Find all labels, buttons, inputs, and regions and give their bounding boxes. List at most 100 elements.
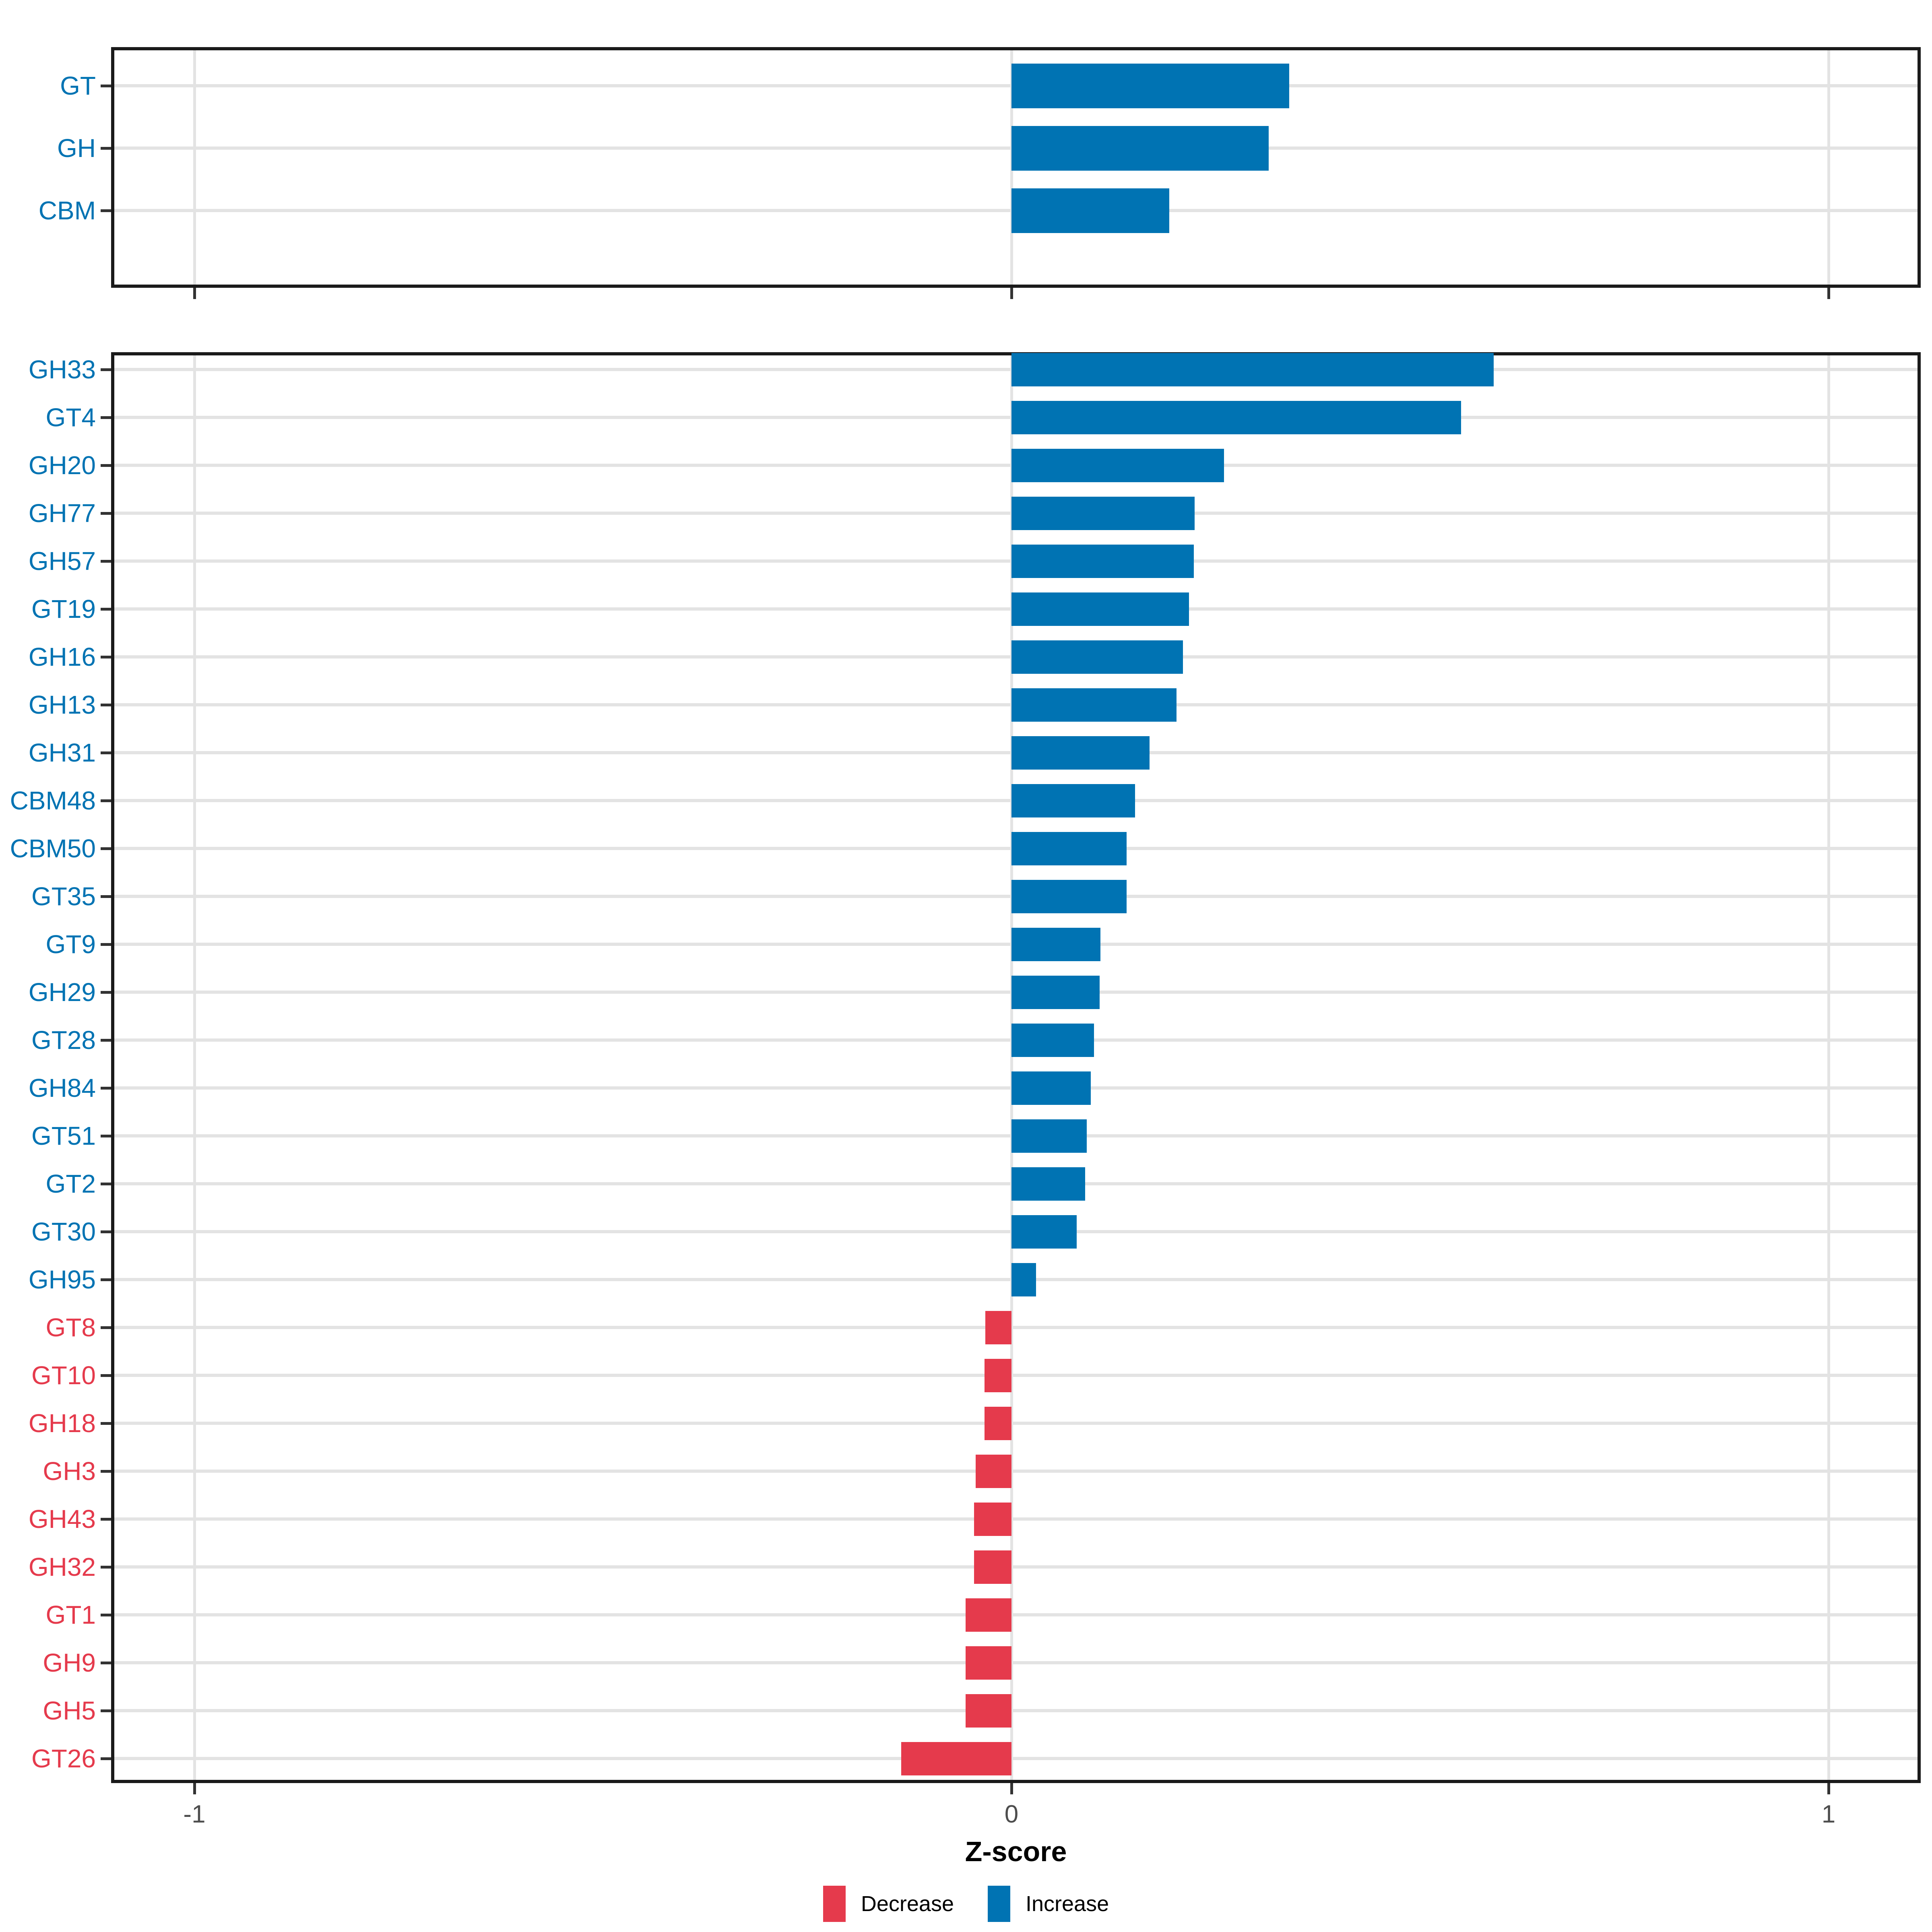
y-label-GT26: GT26 — [31, 1744, 96, 1773]
y-tick-mark — [101, 1183, 111, 1185]
bar-GT — [1011, 63, 1290, 108]
vertical-gridline — [193, 355, 196, 1780]
horizontal-gridline — [114, 1374, 1918, 1377]
y-label-GH18: GH18 — [28, 1409, 96, 1438]
bar-GT35 — [1011, 879, 1127, 913]
horizontal-gridline — [114, 1613, 1918, 1616]
legend-label: Decrease — [861, 1892, 954, 1916]
summary-panel — [111, 47, 1921, 288]
y-tick-mark — [101, 147, 111, 150]
y-label-GT9: GT9 — [45, 930, 96, 959]
y-tick-mark — [101, 1326, 111, 1329]
x-tick-label: 1 — [1821, 1800, 1836, 1828]
y-tick-mark — [101, 1566, 111, 1569]
y-tick-mark — [101, 1470, 111, 1473]
vertical-gridline — [1827, 355, 1830, 1780]
y-label-GH20: GH20 — [28, 451, 96, 480]
y-label-GH57: GH57 — [28, 547, 96, 576]
y-tick-mark — [101, 464, 111, 467]
y-tick-mark — [101, 1614, 111, 1616]
bar-GT30 — [1011, 1215, 1077, 1249]
y-label-GT30: GT30 — [31, 1217, 96, 1246]
horizontal-gridline — [114, 1517, 1918, 1521]
y-label-CBM50: CBM50 — [10, 834, 96, 863]
y-tick-mark — [101, 368, 111, 371]
y-label-GH32: GH32 — [28, 1552, 96, 1581]
y-label-CBM: CBM — [38, 196, 96, 225]
x-tick-mark — [193, 1783, 196, 1794]
bar-GT51 — [1011, 1119, 1087, 1153]
horizontal-gridline — [114, 1661, 1918, 1664]
horizontal-gridline — [114, 1422, 1918, 1425]
y-label-CBM48: CBM48 — [10, 786, 96, 815]
y-label-GT8: GT8 — [45, 1313, 96, 1342]
bar-CBM — [1011, 188, 1169, 233]
y-label-GT10: GT10 — [31, 1361, 96, 1390]
horizontal-gridline — [114, 1757, 1918, 1760]
y-label-GH84: GH84 — [28, 1073, 96, 1102]
legend: Decrease Increase — [0, 1886, 1932, 1922]
y-tick-mark — [101, 608, 111, 611]
bar-GH32 — [974, 1550, 1011, 1584]
y-tick-mark — [101, 1709, 111, 1712]
y-tick-mark — [101, 1230, 111, 1233]
x-tick-label: -1 — [183, 1800, 206, 1828]
families-panel — [111, 352, 1921, 1783]
bar-GT8 — [985, 1311, 1011, 1344]
y-tick-mark — [101, 656, 111, 658]
y-tick-mark — [101, 85, 111, 87]
x-tick-mark — [1827, 1783, 1830, 1794]
x-tick-mark — [193, 288, 196, 299]
y-label-GT19: GT19 — [31, 594, 96, 623]
bar-CBM50 — [1011, 832, 1127, 865]
y-label-GT4: GT4 — [45, 403, 96, 432]
bar-GH33 — [1011, 353, 1494, 386]
bar-CBM48 — [1011, 784, 1135, 817]
bar-GH31 — [1011, 736, 1150, 770]
y-tick-mark — [101, 1757, 111, 1760]
x-tick-mark — [1010, 1783, 1013, 1794]
y-label-GH: GH — [57, 134, 96, 163]
bar-GT1 — [966, 1598, 1011, 1632]
y-tick-mark — [101, 1374, 111, 1377]
legend-item-increase: Increase — [987, 1886, 1109, 1922]
horizontal-gridline — [114, 1709, 1918, 1712]
bar-GH84 — [1011, 1071, 1091, 1105]
bar-GH5 — [966, 1694, 1011, 1728]
bar-GT10 — [985, 1358, 1011, 1392]
bar-GT28 — [1011, 1023, 1094, 1057]
y-tick-mark — [101, 751, 111, 754]
y-tick-mark — [101, 943, 111, 946]
y-tick-mark — [101, 1087, 111, 1090]
y-tick-mark — [101, 1039, 111, 1042]
y-tick-mark — [101, 895, 111, 898]
bar-GH29 — [1011, 975, 1100, 1009]
y-label-GH5: GH5 — [43, 1696, 96, 1725]
x-tick-mark — [1827, 288, 1830, 299]
y-label-GT28: GT28 — [31, 1026, 96, 1055]
y-label-GH33: GH33 — [28, 355, 96, 384]
horizontal-gridline — [114, 1326, 1918, 1329]
legend-swatch-increase — [987, 1886, 1010, 1922]
y-tick-mark — [101, 416, 111, 419]
x-axis-title: Z-score — [965, 1836, 1067, 1867]
bar-GH43 — [974, 1502, 1011, 1536]
bar-GH13 — [1011, 688, 1177, 722]
bar-GH20 — [1011, 448, 1224, 482]
bar-GT4 — [1011, 400, 1461, 434]
y-label-GH13: GH13 — [28, 690, 96, 719]
bar-GT26 — [901, 1742, 1011, 1775]
y-label-GH95: GH95 — [28, 1265, 96, 1294]
bar-GH18 — [985, 1406, 1011, 1440]
vertical-gridline — [193, 50, 196, 285]
y-tick-mark — [101, 1278, 111, 1281]
y-label-GH31: GH31 — [28, 738, 96, 767]
y-tick-mark — [101, 704, 111, 706]
y-label-GH43: GH43 — [28, 1505, 96, 1534]
x-tick-mark — [1010, 288, 1013, 299]
vertical-gridline — [1827, 50, 1830, 285]
legend-swatch-decrease — [823, 1886, 846, 1922]
legend-label: Increase — [1025, 1892, 1109, 1916]
bar-GT9 — [1011, 927, 1101, 961]
